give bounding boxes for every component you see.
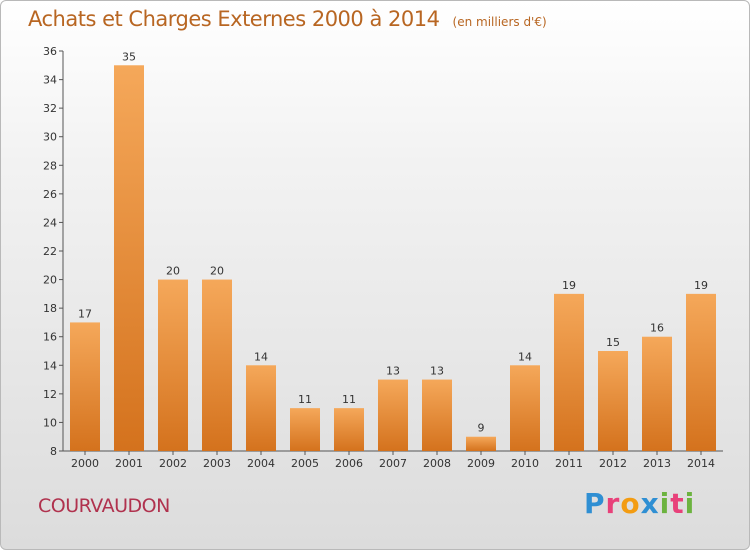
- x-tick-label: 2005: [291, 457, 319, 470]
- y-tick-label: 14: [43, 359, 57, 372]
- y-tick-label: 32: [43, 102, 57, 115]
- logo-letter: o: [620, 487, 641, 520]
- bar: [422, 379, 452, 451]
- bar: [158, 279, 188, 451]
- y-tick-label: 24: [43, 216, 57, 229]
- bar: [598, 351, 628, 451]
- x-tick-label: 2013: [643, 457, 671, 470]
- x-tick-label: 2003: [203, 457, 231, 470]
- chart-title: Achats et Charges Externes 2000 à 2014 (…: [28, 7, 547, 31]
- x-tick-label: 2002: [159, 457, 187, 470]
- chart-subtitle: (en milliers d'€): [452, 15, 547, 29]
- logo-letter: r: [605, 487, 621, 520]
- data-label: 35: [122, 50, 136, 63]
- x-tick-label: 2006: [335, 457, 363, 470]
- logo-letter: P: [584, 487, 606, 520]
- y-tick-label: 26: [43, 188, 57, 201]
- bar: [510, 365, 540, 451]
- data-label: 17: [78, 307, 92, 320]
- bar: [334, 408, 364, 451]
- bar: [246, 365, 276, 451]
- y-tick-label: 22: [43, 245, 57, 258]
- data-label: 20: [210, 265, 224, 278]
- data-label: 14: [254, 350, 268, 363]
- logo-letter: x: [640, 487, 660, 520]
- proxiti-logo: Proxiti: [584, 487, 695, 520]
- x-tick-label: 2014: [687, 457, 715, 470]
- y-tick-label: 36: [43, 45, 57, 58]
- x-tick-label: 2010: [511, 457, 539, 470]
- chart-title-text: Achats et Charges Externes 2000 à 2014: [28, 7, 440, 31]
- place-name: COURVAUDON: [38, 495, 170, 517]
- bar: [642, 336, 672, 451]
- bar: [378, 379, 408, 451]
- y-tick-label: 8: [50, 445, 57, 458]
- data-label: 11: [342, 393, 356, 406]
- y-tick-label: 34: [43, 74, 57, 87]
- x-tick-label: 2011: [555, 457, 583, 470]
- data-label: 9: [478, 422, 485, 435]
- data-label: 11: [298, 393, 312, 406]
- bar: [290, 408, 320, 451]
- y-tick-label: 18: [43, 302, 57, 315]
- x-tick-label: 2007: [379, 457, 407, 470]
- logo-letter: i: [659, 487, 671, 520]
- y-tick-label: 10: [43, 416, 57, 429]
- y-tick-label: 28: [43, 159, 57, 172]
- data-label: 15: [606, 336, 620, 349]
- x-tick-label: 2001: [115, 457, 143, 470]
- y-tick-label: 12: [43, 388, 57, 401]
- x-tick-label: 2004: [247, 457, 275, 470]
- x-tick-label: 2000: [71, 457, 99, 470]
- bar: [114, 65, 144, 452]
- bar: [202, 279, 232, 451]
- data-label: 19: [562, 279, 576, 292]
- data-label: 16: [650, 322, 664, 335]
- x-tick-label: 2009: [467, 457, 495, 470]
- bar: [686, 293, 716, 451]
- logo-letter: t: [670, 487, 685, 520]
- x-tick-label: 2012: [599, 457, 627, 470]
- data-label: 19: [694, 279, 708, 292]
- data-label: 14: [518, 350, 532, 363]
- bar: [554, 293, 584, 451]
- bar: [466, 436, 496, 451]
- y-tick-label: 30: [43, 131, 57, 144]
- y-tick-label: 16: [43, 331, 57, 344]
- x-tick-label: 2008: [423, 457, 451, 470]
- data-label: 13: [386, 365, 400, 378]
- data-label: 20: [166, 265, 180, 278]
- data-label: 13: [430, 365, 444, 378]
- logo-letter: i: [684, 487, 696, 520]
- y-tick-label: 20: [43, 274, 57, 287]
- bar: [70, 322, 100, 451]
